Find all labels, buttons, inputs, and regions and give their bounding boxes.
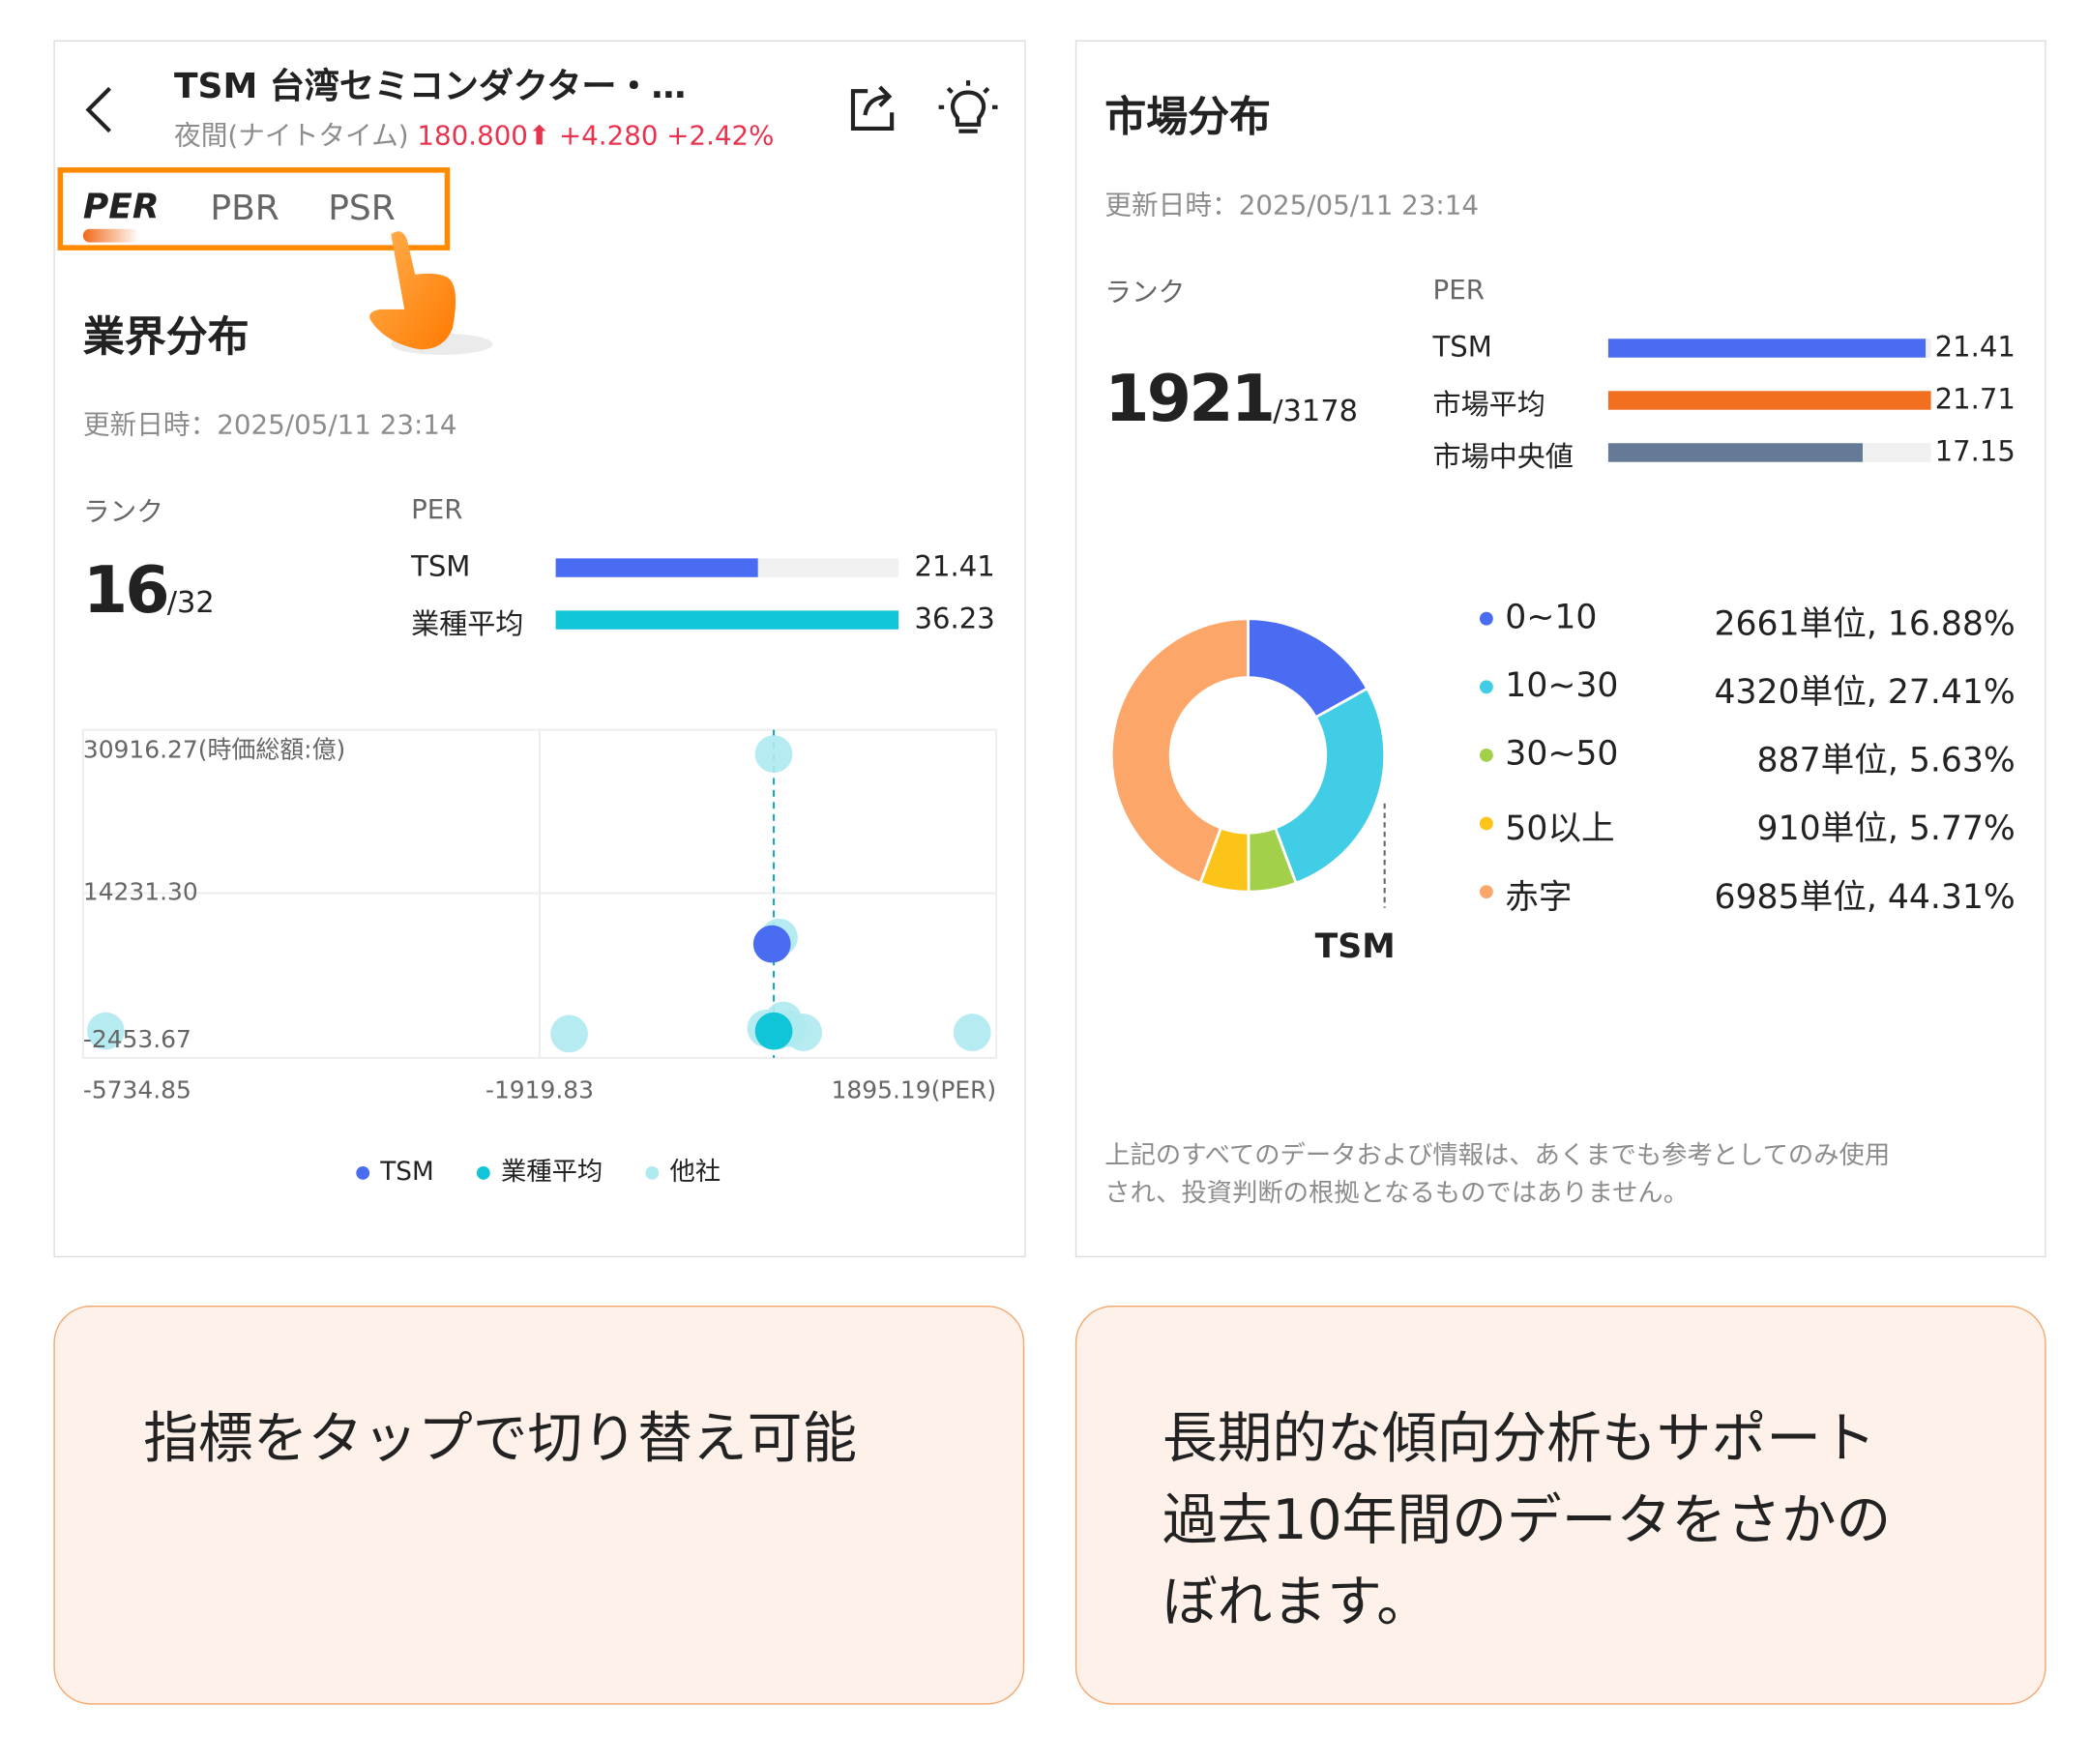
lightbulb-icon[interactable] — [934, 77, 1001, 139]
note-right-line-1: 長期的な傾向分析もサポート — [1162, 1405, 1876, 1471]
other-company-point[interactable] — [754, 735, 793, 774]
legend-dot — [1479, 611, 1493, 626]
tap-hand-icon — [369, 231, 493, 355]
industry-bar-label: TSM — [411, 550, 471, 583]
note-right-line-2: 過去10年間のデータをさかの — [1162, 1487, 1892, 1552]
feature-note-right: 長期的な傾向分析もサポート 過去10年間のデータをさかの ぼれます。 — [1074, 1305, 2046, 1705]
metric-label: PER — [411, 492, 463, 525]
tab-per-underline — [82, 228, 139, 243]
market-bar-fill — [1607, 443, 1864, 462]
industry-scatter-chart — [81, 728, 998, 1059]
y-tick-mid: 14231.30 — [82, 878, 198, 907]
market-rank: 1921/3178 — [1104, 362, 1358, 437]
industry-bar-track — [555, 558, 899, 577]
disclaimer-line-2: され、投資判断の根拠となるものではありません。 — [1104, 1178, 1690, 1208]
metric-tabs-highlight — [57, 167, 451, 250]
x-tick-mid: -1919.83 — [485, 1076, 595, 1105]
disclaimer-line-1: 上記のすべてのデータおよび情報は、あくまでも参考としてのみ使用 — [1104, 1140, 1891, 1171]
market-bar-fill — [1607, 391, 1931, 410]
market-rank-total: /3178 — [1273, 395, 1358, 429]
distribution-value: 4320単位, 27.41% — [1714, 672, 2015, 712]
donut-slice-4[interactable] — [1109, 617, 1250, 885]
industry-bar-track — [555, 610, 899, 630]
price-change: +4.280 — [558, 119, 659, 152]
market-metric-label: PER — [1432, 273, 1485, 306]
rank-value: 16 — [82, 552, 170, 629]
legend-others: 他社 — [645, 1157, 721, 1187]
market-bar-value: 17.15 — [1934, 434, 2015, 468]
session-label: 夜間(ナイトタイム) — [173, 119, 409, 152]
tsm-point[interactable] — [752, 925, 791, 963]
distribution-value: 6985単位, 44.31% — [1714, 876, 2015, 917]
donut-tsm-marker-label: TSM — [1314, 926, 1396, 966]
industry-avg-point[interactable] — [754, 1012, 793, 1050]
industry-bar-fill — [555, 610, 899, 630]
distribution-value: 2661単位, 16.88% — [1714, 603, 2015, 643]
market-title: 市場分布 — [1104, 93, 1271, 142]
market-bar-track — [1607, 338, 1931, 358]
market-updated: 更新日時：2025/05/11 23:14 — [1104, 189, 1479, 221]
feature-note-left: 指標をタップで切り替え可能 — [53, 1305, 1025, 1705]
industry-bar-value: 21.41 — [914, 550, 995, 583]
market-bar-value: 21.41 — [1934, 330, 2015, 364]
distribution-value: 887単位, 5.63% — [1756, 740, 2015, 779]
market-bar-label: 市場中央値 — [1432, 440, 1574, 473]
y-tick-bottom: -2453.67 — [82, 1025, 191, 1054]
x-tick-right: 1895.19(PER) — [831, 1076, 997, 1105]
price: 180.800 — [417, 119, 528, 152]
market-rank-value: 1921 — [1104, 361, 1276, 437]
stock-title: TSM 台湾セミコンダクター・… — [173, 67, 687, 107]
distribution-label: 赤字 — [1505, 876, 1573, 917]
note-left-text: 指標をタップで切り替え可能 — [143, 1405, 858, 1471]
x-tick-left: -5734.85 — [82, 1076, 191, 1105]
market-bar-label: TSM — [1432, 330, 1492, 364]
legend-industry-avg: 業種平均 — [477, 1157, 603, 1187]
distribution-value: 910単位, 5.77% — [1756, 808, 2015, 848]
legend-dot — [1479, 885, 1493, 899]
industry-updated: 更新日時：2025/05/11 23:14 — [82, 408, 457, 441]
market-bar-track — [1607, 443, 1931, 462]
tab-pbr[interactable]: PBR — [210, 189, 280, 229]
industry-bar-label: 業種平均 — [411, 607, 524, 640]
market-bar-fill — [1607, 338, 1927, 358]
scatter-legend: TSM 業種平均 他社 — [356, 1152, 721, 1188]
industry-title: 業界分布 — [82, 312, 250, 362]
legend-dot — [1479, 680, 1493, 694]
market-bar-label: 市場平均 — [1432, 388, 1545, 421]
up-arrow-icon: ⬆ — [527, 119, 551, 152]
distribution-label: 10~30 — [1505, 665, 1619, 705]
industry-bar-fill — [555, 558, 758, 577]
legend-dot — [1479, 816, 1493, 831]
industry-rank: 16/32 — [83, 553, 215, 629]
share-icon[interactable] — [846, 80, 899, 133]
quote-line: 夜間(ナイトタイム) 180.800⬆ +4.280 +2.42% — [174, 114, 774, 153]
distribution-label: 30~50 — [1505, 733, 1619, 773]
donut-slice-1[interactable] — [1273, 687, 1387, 885]
distribution-label: 50以上 — [1505, 808, 1615, 848]
tab-psr[interactable]: PSR — [328, 189, 396, 229]
other-company-point[interactable] — [550, 1014, 588, 1053]
other-company-point[interactable] — [953, 1014, 991, 1051]
legend-dot — [1479, 748, 1493, 762]
rank-total: /32 — [166, 586, 215, 621]
back-icon[interactable] — [80, 83, 121, 136]
y-tick-top: 30916.27(時価総額:億) — [82, 736, 346, 765]
note-right-line-3: ぼれます。 — [1162, 1569, 1432, 1634]
market-donut-chart — [1109, 617, 1387, 908]
tab-per[interactable]: PER — [82, 187, 160, 228]
market-rank-label: ランク — [1104, 276, 1186, 309]
legend-tsm: TSM — [356, 1157, 434, 1187]
market-bar-track — [1607, 391, 1931, 410]
market-bar-value: 21.71 — [1934, 382, 2015, 416]
price-change-pct: +2.42% — [666, 119, 775, 152]
industry-bar-value: 36.23 — [914, 603, 995, 635]
distribution-label: 0~10 — [1505, 597, 1598, 636]
other-company-point[interactable] — [86, 1012, 125, 1050]
rank-label: ランク — [82, 495, 163, 528]
